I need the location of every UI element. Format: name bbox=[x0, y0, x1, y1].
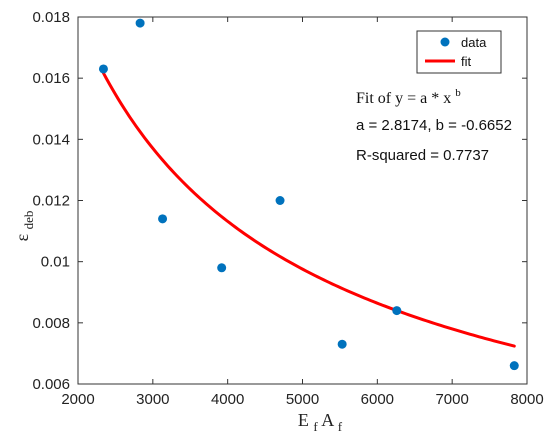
fit-equation-text: Fit of y = a * x bbox=[356, 90, 451, 107]
x-tick-label: 4000 bbox=[211, 391, 244, 408]
y-tick-label: 0.014 bbox=[32, 131, 70, 148]
x-axis-label-sub-2: f bbox=[338, 419, 343, 434]
fit-equation-exponent: b bbox=[455, 87, 461, 99]
x-tick-label: 3000 bbox=[136, 391, 169, 408]
x-tick-label: 6000 bbox=[361, 391, 394, 408]
legend-fit-label: fit bbox=[461, 54, 472, 69]
legend-data-marker bbox=[440, 37, 450, 47]
x-axis-label-sub-1: f bbox=[313, 419, 318, 434]
data-point bbox=[275, 196, 285, 205]
y-tick-label: 0.01 bbox=[41, 254, 70, 271]
fit-r-squared: R-squared = 0.7737 bbox=[356, 147, 489, 164]
y-tick-label: 0.016 bbox=[32, 70, 70, 87]
fit-parameters: a = 2.8174, b = -0.6652 bbox=[356, 117, 512, 134]
x-tick-label: 5000 bbox=[286, 391, 319, 408]
y-tick-label: 0.006 bbox=[32, 376, 70, 393]
fit-annotations: Fit of y = a * x b a = 2.8174, b = -0.66… bbox=[356, 87, 512, 164]
x-tick-label: 8000 bbox=[510, 391, 543, 408]
data-point bbox=[135, 18, 145, 28]
x-axis-label: E f A f bbox=[298, 410, 343, 435]
data-point bbox=[98, 64, 108, 74]
plot-area bbox=[77, 16, 528, 385]
legend-data-label: data bbox=[461, 35, 487, 50]
x-axis-label-main-1: E bbox=[298, 410, 309, 430]
legend: data fit bbox=[416, 30, 502, 74]
y-axis-label-sub: deb bbox=[21, 211, 36, 230]
fit-equation: Fit of y = a * x b bbox=[356, 87, 461, 107]
data-point bbox=[392, 306, 402, 316]
data-point bbox=[158, 214, 168, 224]
x-axis-label-main-2: A bbox=[321, 410, 334, 430]
y-tick-label: 0.008 bbox=[32, 315, 70, 332]
plot-layer: 2000 3000 4000 5000 6000 7000 8000 0.006 0.008 0.… bbox=[32, 9, 543, 408]
y-tick-label: 0.012 bbox=[32, 193, 70, 210]
legend-box bbox=[416, 30, 502, 74]
data-point bbox=[509, 361, 519, 371]
x-tick-label: 7000 bbox=[435, 391, 468, 408]
data-point bbox=[337, 339, 347, 349]
y-tick-label: 0.018 bbox=[32, 9, 70, 26]
data-point bbox=[217, 263, 227, 273]
y-axis-label-main: ε bbox=[12, 233, 32, 241]
y-axis-label: ε deb bbox=[12, 211, 36, 242]
x-tick-label: 2000 bbox=[61, 391, 94, 408]
fit-curve bbox=[101, 71, 516, 348]
